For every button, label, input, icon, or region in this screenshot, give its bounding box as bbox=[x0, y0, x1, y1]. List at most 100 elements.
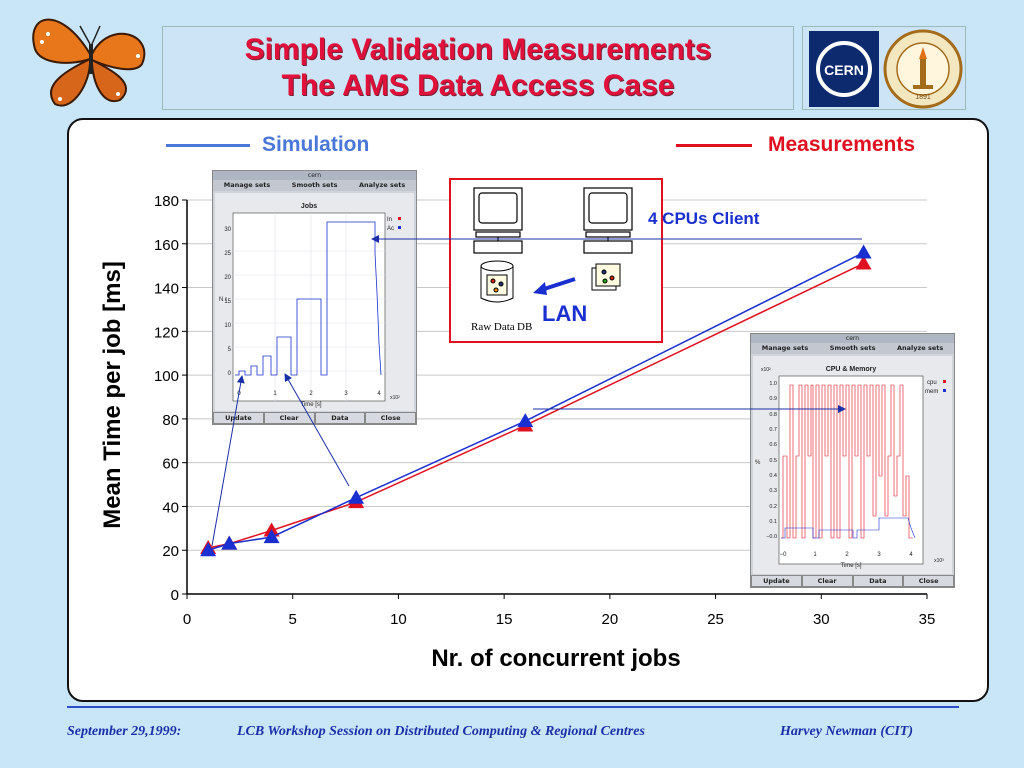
caltech-seal: 1891 bbox=[883, 29, 963, 109]
cpu-y-tick: 0.7 bbox=[769, 427, 777, 433]
cpu-y-label: % bbox=[755, 460, 761, 466]
caltech-year: 1891 bbox=[915, 94, 931, 101]
cpu-legend-cpu-swatch bbox=[943, 380, 946, 383]
jobs-window-titlebar: cern bbox=[213, 171, 416, 180]
jobs-legend-in-swatch bbox=[398, 217, 401, 220]
legend-simulation-line bbox=[166, 144, 250, 147]
lan-arrowhead bbox=[533, 282, 547, 295]
cpu-y-tick: 0.5 bbox=[769, 458, 777, 464]
simulation-point bbox=[517, 413, 534, 428]
cpu-monitor-window: cern Manage sets Smooth sets Analyze set… bbox=[750, 333, 955, 588]
menu-analyze-sets[interactable]: Analyze sets bbox=[897, 344, 944, 352]
logos-box: CERN 1891 bbox=[802, 26, 966, 110]
x-tick-label: 0 bbox=[183, 611, 191, 628]
cpu-y-tick: 0.2 bbox=[769, 504, 777, 510]
close-button[interactable]: Close bbox=[365, 412, 416, 424]
simulation-point bbox=[263, 529, 280, 544]
menu-manage-sets[interactable]: Manage sets bbox=[223, 181, 271, 189]
update-button[interactable]: Update bbox=[213, 412, 264, 424]
cpu-x-label: Time [s] bbox=[840, 563, 861, 569]
y-tick-label: 40 bbox=[162, 499, 179, 516]
jobs-x-tick: 4 bbox=[377, 391, 381, 397]
network-drawing: LAN Raw Data DB bbox=[471, 187, 633, 333]
data-button[interactable]: Data bbox=[852, 575, 904, 587]
cern-logo: CERN bbox=[809, 31, 879, 107]
mem-trace bbox=[781, 517, 916, 539]
jobs-x-label: Time [s] bbox=[300, 402, 321, 408]
x-tick-label: 25 bbox=[707, 611, 724, 628]
y-tick-label: 60 bbox=[162, 456, 179, 473]
client-computer-icon bbox=[583, 187, 633, 254]
jobs-y-tick: 30 bbox=[224, 227, 231, 233]
clear-button[interactable]: Clear bbox=[801, 575, 853, 587]
database-icon bbox=[480, 260, 514, 303]
cpu-window-buttons: Update Clear Data Close bbox=[751, 575, 954, 587]
jobs-trace bbox=[235, 221, 382, 376]
butterfly-icon bbox=[32, 18, 146, 107]
rawdata-label: Raw Data bbox=[471, 321, 515, 333]
cpu-x-tick: 4 bbox=[909, 552, 913, 558]
jobs-y-tick: 5 bbox=[228, 347, 232, 353]
cpu-plot-title: CPU & Memory bbox=[826, 366, 877, 373]
jobs-y-label: N r bbox=[219, 297, 227, 303]
simulation-point bbox=[348, 489, 365, 504]
legend-measurements-label: Measurements bbox=[768, 133, 916, 156]
jobs-window-menu: Manage sets Smooth sets Analyze sets bbox=[213, 180, 416, 191]
jobs-y-tick: 15 bbox=[224, 299, 231, 305]
data-button[interactable]: Data bbox=[314, 412, 366, 424]
title-box: Simple Validation Measurements The AMS D… bbox=[162, 26, 794, 110]
x-axis-label: Nr. of concurrent jobs bbox=[431, 645, 680, 672]
x-tick-label: 35 bbox=[919, 611, 936, 628]
cpu-legend-mem: mem bbox=[925, 389, 938, 395]
cpu-y-tick: 0.1 bbox=[769, 519, 777, 525]
client-app-icon bbox=[591, 263, 621, 291]
footer-date: September 29,1999: bbox=[67, 724, 182, 739]
measurements-point bbox=[855, 255, 872, 270]
jobs-y-tick: 0 bbox=[228, 371, 232, 377]
lan-arrow bbox=[540, 277, 576, 292]
cpu-x-tick: 2 bbox=[845, 552, 849, 558]
footer-rule bbox=[67, 706, 959, 708]
close-button[interactable]: Close bbox=[903, 575, 954, 587]
cpu-y-tick: 0.4 bbox=[769, 473, 777, 479]
y-tick-label: 140 bbox=[154, 281, 179, 298]
y-tick-label: 160 bbox=[154, 237, 179, 254]
page-title: Simple Validation Measurements bbox=[244, 33, 712, 66]
client-label: 4 CPUs Client bbox=[648, 209, 760, 228]
legend-measurements-line bbox=[676, 144, 752, 147]
legend-simulation-label: Simulation bbox=[262, 133, 370, 156]
y-axis-label: Mean Time per job [ms] bbox=[99, 261, 126, 529]
simulation-point bbox=[200, 542, 217, 557]
page-subtitle: The AMS Data Access Case bbox=[281, 69, 675, 102]
menu-smooth-sets[interactable]: Smooth sets bbox=[829, 344, 876, 352]
jobs-legend-ac: Ac bbox=[387, 226, 394, 232]
db-label: DB bbox=[517, 321, 532, 333]
clear-button[interactable]: Clear bbox=[263, 412, 315, 424]
cpu-x-tick: −0 bbox=[780, 552, 788, 558]
menu-manage-sets[interactable]: Manage sets bbox=[761, 344, 809, 352]
y-tick-label: 100 bbox=[154, 368, 179, 385]
cpu-plot: CPU & Memory x10² cpu mem % −0.0 0.1 0.2… bbox=[753, 356, 952, 574]
cpu-legend-mem-swatch bbox=[943, 389, 946, 392]
cpu-y-tick: 0.3 bbox=[769, 488, 777, 494]
jobs-y-tick: 10 bbox=[224, 323, 231, 329]
cpu-y-tick: 0.9 bbox=[769, 396, 777, 402]
menu-smooth-sets[interactable]: Smooth sets bbox=[291, 181, 338, 189]
lan-label: LAN bbox=[542, 301, 587, 326]
jobs-y-tick: 20 bbox=[224, 275, 231, 281]
cpu-x-tick: 3 bbox=[877, 552, 881, 558]
cpu-y-tick: 0.6 bbox=[769, 442, 777, 448]
x-tick-label: 10 bbox=[390, 611, 407, 628]
jobs-plot: Jobs In Ac N r 0 5 10 15 20 25 30 0 1 2 … bbox=[215, 193, 414, 411]
footer-event: LCB Workshop Session on Distributed Comp… bbox=[237, 724, 645, 739]
menu-analyze-sets[interactable]: Analyze sets bbox=[359, 181, 406, 189]
cpu-window-titlebar: cern bbox=[751, 334, 954, 343]
y-tick-label: 120 bbox=[154, 324, 179, 341]
jobs-window-buttons: Update Clear Data Close bbox=[213, 412, 416, 424]
cpu-y-tick: 1.0 bbox=[769, 381, 777, 387]
cpu-window-menu: Manage sets Smooth sets Analyze sets bbox=[751, 343, 954, 354]
update-button[interactable]: Update bbox=[751, 575, 802, 587]
y-tick-label: 180 bbox=[154, 193, 179, 210]
cpu-y-tick: −0.0 bbox=[766, 534, 777, 540]
